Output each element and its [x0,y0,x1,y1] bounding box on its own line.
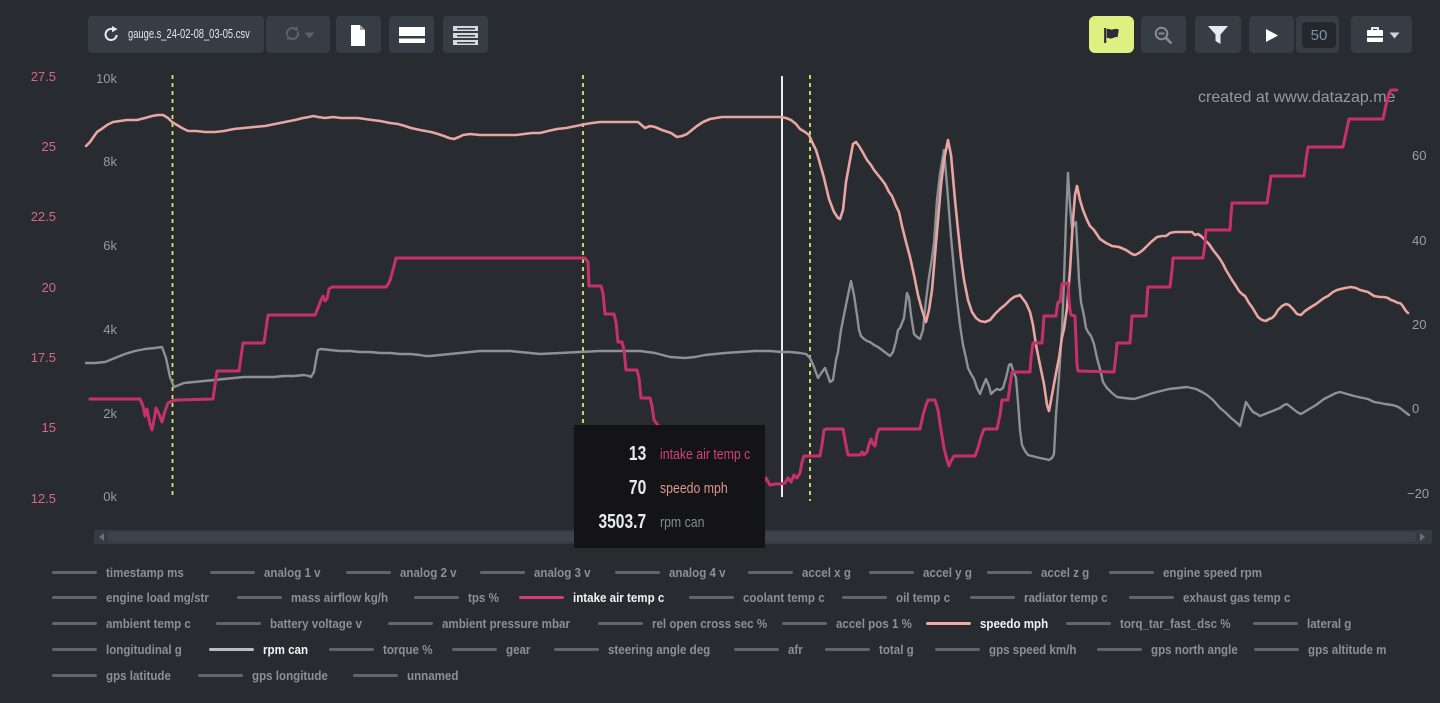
svg-text:20: 20 [1412,317,1426,332]
svg-text:12.5: 12.5 [31,491,56,506]
svg-text:4k: 4k [103,322,117,337]
svg-text:40: 40 [1412,233,1426,248]
svg-text:0: 0 [1412,401,1419,416]
svg-text:27.5: 27.5 [31,69,56,84]
svg-text:created at www.datazap.me: created at www.datazap.me [1198,89,1396,106]
svg-text:20: 20 [42,280,56,295]
svg-text:22.5: 22.5 [31,209,56,224]
svg-text:0k: 0k [103,489,117,504]
svg-text:2k: 2k [103,406,117,421]
svg-text:6k: 6k [103,238,117,253]
svg-text:10k: 10k [96,71,117,86]
svg-text:60: 60 [1412,148,1426,163]
svg-text:15: 15 [42,420,56,435]
svg-text:8k: 8k [103,154,117,169]
svg-text:−20: −20 [1407,486,1429,501]
svg-text:17.5: 17.5 [31,350,56,365]
svg-text:25: 25 [42,139,56,154]
